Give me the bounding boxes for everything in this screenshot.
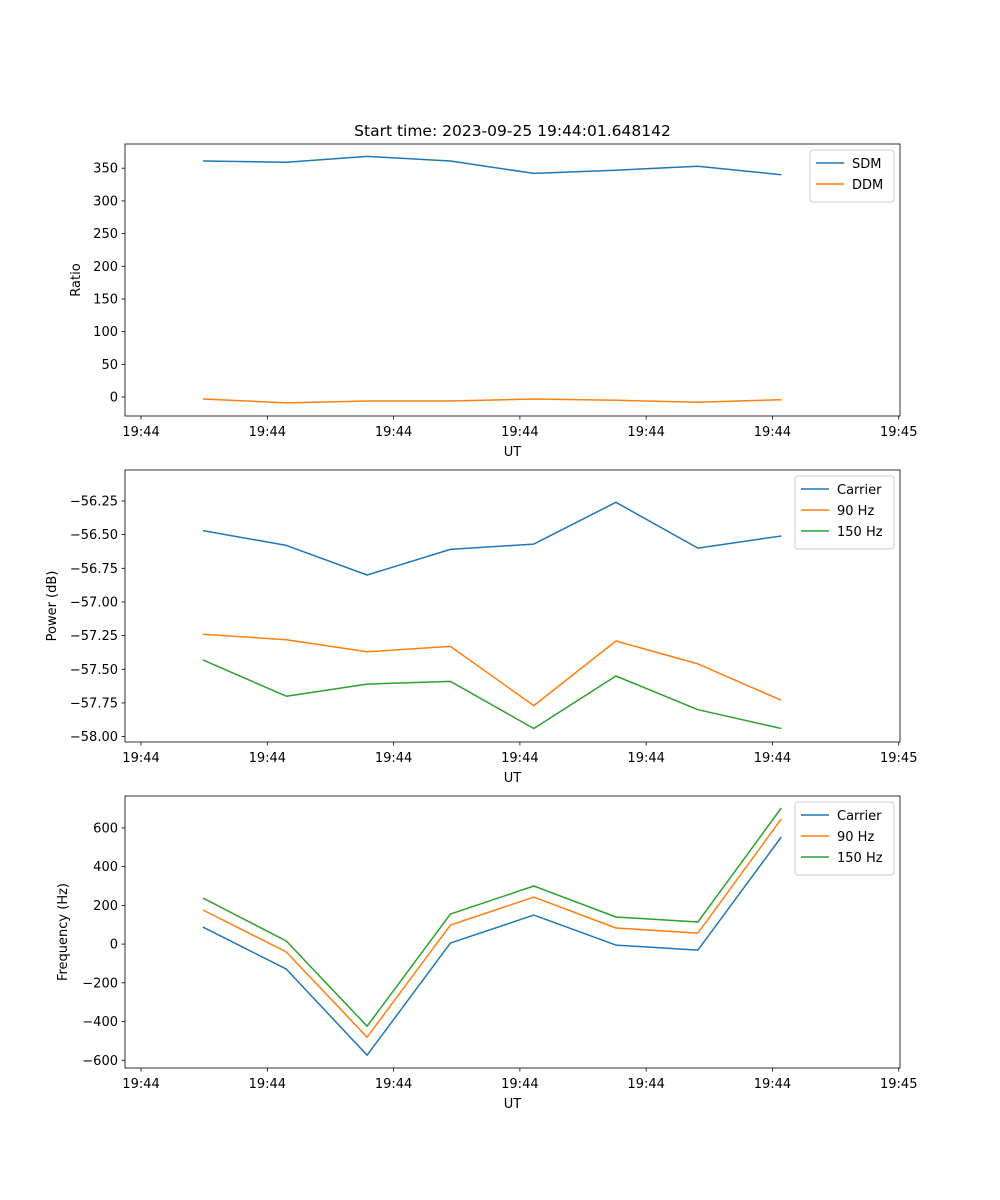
- x-axis-label: UT: [504, 771, 522, 786]
- x-tick-label: 19:44: [627, 1077, 664, 1092]
- x-tick-label: 19:44: [375, 751, 412, 766]
- y-tick-label: 0: [110, 391, 118, 406]
- y-tick-label: 300: [93, 194, 118, 209]
- y-tick-label: −56.25: [70, 494, 118, 509]
- x-tick-label: 19:44: [754, 1077, 791, 1092]
- y-tick-label: 400: [93, 860, 118, 875]
- x-axis-label: UT: [504, 1097, 522, 1112]
- x-tick-label: 19:44: [249, 1077, 286, 1092]
- x-tick-label: 19:44: [122, 751, 159, 766]
- subplot-1: 19:44 19:44 19:44 19:44 19:44 19:44 19:45 0 50 10…: [69, 122, 917, 460]
- y-tick-label: 250: [93, 227, 118, 242]
- x-tick-label: 19:44: [754, 425, 791, 440]
- y-tick-label: −58.00: [70, 730, 118, 745]
- series-line-ddm: [202, 398, 782, 404]
- legend-label: 150 Hz: [837, 851, 883, 866]
- y-tick-label: −400: [82, 1015, 118, 1030]
- x-tick-label: 19:44: [501, 1077, 538, 1092]
- axes-frame: [124, 795, 901, 1069]
- x-axis-label: UT: [504, 445, 522, 460]
- x-tick-label: 19:45: [880, 751, 917, 766]
- series-line-sdm: [202, 155, 782, 176]
- series-line-carrier: [202, 836, 782, 1056]
- x-tick-label: 19:44: [627, 751, 664, 766]
- chart-title: Start time: 2023-09-25 19:44:01.648142: [354, 122, 671, 140]
- y-axis-label: Frequency (Hz): [56, 883, 71, 981]
- axes-frame: [124, 469, 901, 743]
- y-tick-label: 200: [93, 899, 118, 914]
- x-tick-label: 19:44: [627, 425, 664, 440]
- subplot-3: 19:44 19:44 19:44 19:44 19:44 19:44 19:45 −600 −…: [56, 795, 917, 1112]
- y-tick-label: −57.75: [70, 696, 118, 711]
- x-tick-label: 19:44: [122, 425, 159, 440]
- legend: Carrier 90 Hz 150 Hz: [794, 475, 895, 550]
- y-tick-label: 0: [110, 938, 118, 953]
- axes-frame: [124, 143, 901, 417]
- x-tick-label: 19:44: [375, 1077, 412, 1092]
- series-line-90-hz: [202, 633, 782, 707]
- legend-label: 90 Hz: [837, 504, 874, 519]
- x-tick-label: 19:44: [375, 425, 412, 440]
- y-tick-label: −56.50: [70, 528, 118, 543]
- legend-label: SDM: [852, 157, 881, 172]
- y-axis-label: Ratio: [69, 263, 84, 296]
- y-tick-label: −600: [82, 1054, 118, 1069]
- legend-label: Carrier: [837, 809, 882, 824]
- y-tick-label: 50: [101, 358, 118, 373]
- y-tick-label: 200: [93, 260, 118, 275]
- y-tick-label: −200: [82, 976, 118, 991]
- legend: SDM DDM: [809, 149, 895, 203]
- legend-label: 150 Hz: [837, 525, 883, 540]
- y-tick-label: 150: [93, 292, 118, 307]
- y-tick-label: −57.25: [70, 629, 118, 644]
- y-tick-label: −56.75: [70, 562, 118, 577]
- x-tick-label: 19:44: [249, 751, 286, 766]
- x-tick-label: 19:45: [880, 1077, 917, 1092]
- subplot-2: 19:44 19:44 19:44 19:44 19:44 19:44 19:45 −58.0…: [45, 469, 917, 786]
- x-tick-label: 19:44: [754, 751, 791, 766]
- y-tick-label: −57.50: [70, 663, 118, 678]
- series-line-150-hz: [202, 807, 782, 1027]
- legend: Carrier 90 Hz 150 Hz: [794, 801, 895, 876]
- legend-label: 90 Hz: [837, 830, 874, 845]
- x-tick-label: 19:44: [501, 751, 538, 766]
- legend-label: DDM: [852, 178, 883, 193]
- legend-label: Carrier: [837, 483, 882, 498]
- y-tick-label: 100: [93, 325, 118, 340]
- y-tick-label: −57.00: [70, 595, 118, 610]
- y-tick-label: 350: [93, 162, 118, 177]
- y-tick-label: 600: [93, 821, 118, 836]
- series-line-90-hz: [202, 818, 782, 1038]
- series-line-150-hz: [202, 659, 782, 730]
- x-tick-label: 19:44: [249, 425, 286, 440]
- y-axis-label: Power (dB): [45, 571, 60, 642]
- x-tick-label: 19:44: [501, 425, 538, 440]
- x-tick-label: 19:45: [880, 425, 917, 440]
- x-tick-label: 19:44: [122, 1077, 159, 1092]
- series-line-carrier: [202, 501, 782, 576]
